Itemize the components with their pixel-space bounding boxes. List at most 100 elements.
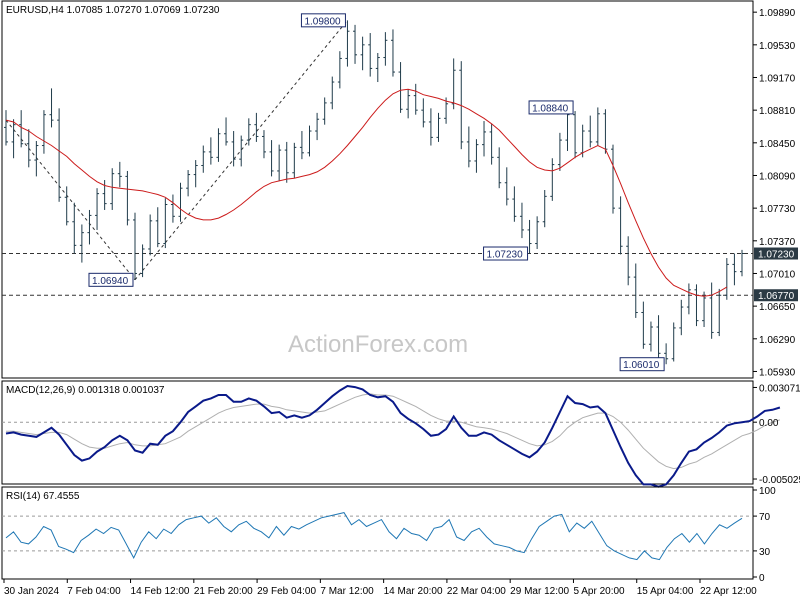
svg-text:1.05930: 1.05930 xyxy=(759,367,796,378)
price-bar xyxy=(261,130,266,159)
trendline xyxy=(134,20,348,281)
price-y-tick: 1.08810 xyxy=(753,106,796,117)
price-label: 1.06010 xyxy=(619,357,665,372)
price-bar xyxy=(573,111,578,159)
price-bar xyxy=(292,142,297,179)
price-bar xyxy=(694,284,699,327)
svg-text:1.09530: 1.09530 xyxy=(759,41,796,52)
price-bar xyxy=(641,301,646,349)
price-y-tick: 1.06650 xyxy=(753,302,796,313)
price-bar xyxy=(110,168,115,210)
price-panel: ActionForex.com 1.09800 1.08840 1.07230 1.0… xyxy=(1,0,798,379)
svg-text:1.07230: 1.07230 xyxy=(487,250,524,261)
price-bar xyxy=(132,212,137,280)
price-bar xyxy=(163,198,168,249)
svg-text:15 Apr 04:00: 15 Apr 04:00 xyxy=(637,586,694,597)
svg-text:22 Mar 04:00: 22 Mar 04:00 xyxy=(447,586,506,597)
price-y-tick: 1.09170 xyxy=(753,73,796,84)
x-tick: 30 Jan 2024 xyxy=(3,579,59,597)
price-bar xyxy=(178,182,183,222)
price-bar xyxy=(444,97,449,124)
svg-text:1.08840: 1.08840 xyxy=(532,103,569,114)
rsi-line xyxy=(5,512,743,561)
svg-text:1.06650: 1.06650 xyxy=(759,302,796,313)
price-bar xyxy=(284,141,289,183)
price-bar xyxy=(87,209,92,245)
price-y-tick: 1.07370 xyxy=(753,237,796,248)
macd-header: MACD(12,26,9) 0.001318 0.001037 xyxy=(6,385,165,396)
price-bar xyxy=(307,125,312,157)
x-tick: 14 Feb 12:00 xyxy=(130,579,190,597)
price-bar xyxy=(611,144,616,214)
svg-text:1.08090: 1.08090 xyxy=(759,171,796,182)
price-y-axis: 1.07230 1.06770 1.09890 1.09530 1.09170 1.088… xyxy=(753,8,798,378)
price-bar xyxy=(269,140,274,177)
x-tick: 14 Mar 20:00 xyxy=(383,579,443,597)
svg-text:30 Jan 2024: 30 Jan 2024 xyxy=(4,586,59,597)
price-bar xyxy=(497,147,502,189)
x-tick: 21 Feb 20:00 xyxy=(193,579,253,597)
price-bar xyxy=(148,214,153,256)
price-bar xyxy=(19,110,24,148)
svg-text:21 Feb 20:00: 21 Feb 20:00 xyxy=(194,586,253,597)
price-bars xyxy=(4,20,744,365)
price-y-tick: 1.05930 xyxy=(753,367,796,378)
price-y-tick: 1.06290 xyxy=(753,335,796,346)
price-bar xyxy=(322,97,327,125)
svg-text:1.08450: 1.08450 xyxy=(759,139,796,150)
price-bar xyxy=(519,202,524,239)
svg-text:1.07730: 1.07730 xyxy=(759,204,796,215)
svg-text:70: 70 xyxy=(759,512,771,523)
svg-text:1.09890: 1.09890 xyxy=(759,8,796,19)
rsi-y-axis: 100 70 30 0 xyxy=(753,486,776,584)
price-bar xyxy=(557,132,562,171)
price-bar xyxy=(413,83,418,115)
price-bar xyxy=(740,249,744,277)
price-y-tick: 1.08450 xyxy=(753,139,796,150)
svg-text:1.07230: 1.07230 xyxy=(758,250,795,261)
trendline xyxy=(5,119,136,281)
price-header: EURUSD,H4 1.07085 1.07270 1.07069 1.0723… xyxy=(6,5,220,16)
price-bar xyxy=(57,108,62,202)
price-bar xyxy=(201,145,206,173)
price-bar xyxy=(49,88,54,128)
trendlines xyxy=(5,20,348,281)
price-bar xyxy=(155,207,160,248)
price-bar xyxy=(337,51,342,89)
x-tick: 22 Apr 12:00 xyxy=(699,579,757,597)
price-bar xyxy=(345,20,350,67)
x-tick: 7 Mar 12:00 xyxy=(319,579,374,597)
price-bar xyxy=(428,108,433,146)
x-tick: 29 Mar 12:00 xyxy=(509,579,570,597)
price-bar xyxy=(4,110,8,146)
price-bar xyxy=(565,107,570,151)
price-bar xyxy=(527,219,532,254)
x-tick: 5 Apr 20:00 xyxy=(572,579,625,597)
svg-text:29 Feb 04:00: 29 Feb 04:00 xyxy=(257,586,316,597)
price-y-tick: 1.07010 xyxy=(753,269,796,280)
svg-text:0.003071: 0.003071 xyxy=(759,383,800,394)
price-bar xyxy=(489,123,494,165)
price-bar xyxy=(353,24,358,64)
price-bar xyxy=(170,194,175,223)
macd-panel: 0.003071 0.00 -0.005025 MACD(12,26,9) 0.00… xyxy=(1,380,800,488)
rsi-header: RSI(14) 67.4555 xyxy=(6,491,80,502)
svg-text:1.06290: 1.06290 xyxy=(759,335,796,346)
price-bar xyxy=(34,141,39,177)
price-bar xyxy=(390,29,395,77)
price-bar xyxy=(618,196,623,255)
price-bar xyxy=(239,135,244,167)
macd-signal-line xyxy=(6,393,781,470)
price-label: 1.09800 xyxy=(300,13,346,28)
price-label: 1.06940 xyxy=(88,272,134,287)
svg-text:0: 0 xyxy=(759,573,765,584)
price-bar xyxy=(277,144,282,181)
rsi-levels xyxy=(2,515,753,552)
price-bar xyxy=(664,343,669,365)
price-bar xyxy=(550,158,555,201)
price-y-tick: 1.07730 xyxy=(753,204,796,215)
watermark: ActionForex.com xyxy=(288,331,468,358)
price-bar xyxy=(702,291,707,328)
price-bar xyxy=(671,322,676,362)
